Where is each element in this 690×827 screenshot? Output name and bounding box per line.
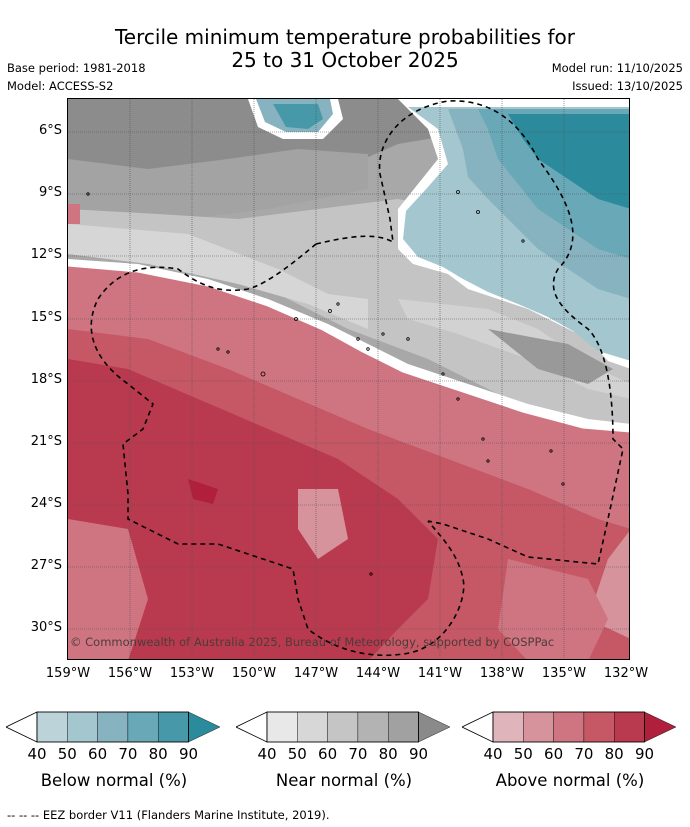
colorbar-tick: 90: [178, 745, 199, 763]
colorbar-label-above: Above normal (%): [495, 771, 645, 790]
colorbar-label-below: Below normal (%): [40, 771, 188, 790]
y-tick-label: 18°S: [30, 372, 62, 387]
x-tick-label: 138°W: [479, 666, 525, 681]
y-tick-label: 6°S: [38, 123, 62, 138]
colorbar-tick: 50: [287, 745, 307, 763]
base-period-text: Base period: 1981-2018: [7, 61, 146, 75]
colorbar-segment: [523, 711, 554, 743]
colorbar-segment: [188, 711, 221, 743]
colorbar-tick: 90: [634, 745, 655, 763]
y-tick-label: 12°S: [30, 247, 62, 262]
colorbar-segment: [297, 711, 328, 743]
map-canvas: [68, 99, 629, 659]
colorbar-segment: [553, 711, 585, 743]
x-tick-label: 135°W: [541, 666, 587, 681]
x-tick-label: 153°W: [169, 666, 215, 681]
x-tick-label: 132°W: [603, 666, 649, 681]
x-tick-label: 159°W: [45, 666, 91, 681]
colorbar-tick: 60: [318, 745, 338, 763]
colorbar-tick: 40: [483, 745, 503, 763]
x-tick-label: 141°W: [417, 666, 463, 681]
y-tick-label: 21°S: [30, 434, 62, 449]
probability-map[interactable]: © Commonwealth of Australia 2025, Bureau…: [67, 98, 630, 660]
model-text: Model: ACCESS-S2: [7, 79, 114, 93]
eez-footnote: -- -- -- EEZ border V11 (Flanders Marine…: [7, 808, 330, 822]
colorbar-segment: [327, 711, 359, 743]
colorbar-tick: 70: [348, 745, 368, 763]
colorbar-segment: [127, 711, 159, 743]
colorbar-segment: [387, 711, 419, 743]
y-tick-label: 15°S: [30, 310, 62, 325]
colorbar-below-svg: [6, 711, 221, 743]
colorbar-segment: [418, 711, 451, 743]
colorbar-tick: 40: [257, 745, 277, 763]
colorbar-segment: [583, 711, 615, 743]
x-tick-label: 147°W: [293, 666, 339, 681]
colorbar-tick: 80: [378, 745, 398, 763]
issued-text: Issued: 13/10/2025: [572, 79, 683, 93]
colorbar-tick: 80: [604, 745, 624, 763]
colorbar-segment: [266, 711, 298, 743]
x-tick-label: 150°W: [231, 666, 277, 681]
colorbar-tick: 70: [118, 745, 138, 763]
title-line-1: Tercile minimum temperature probabilitie…: [114, 25, 576, 49]
colorbar-tick: 40: [27, 745, 47, 763]
colorbar-segment: [613, 711, 645, 743]
colorbar-tick: 50: [57, 745, 77, 763]
colorbar-segment: [492, 711, 524, 743]
colorbar-tick: 70: [574, 745, 594, 763]
title-line-2: 25 to 31 October 2025: [231, 48, 459, 72]
y-tick-label: 24°S: [30, 496, 62, 511]
colorbar-tick: 80: [148, 745, 168, 763]
colorbar-segment: [157, 711, 189, 743]
copyright-credit: © Commonwealth of Australia 2025, Bureau…: [70, 635, 555, 649]
colorbar-tick: 60: [544, 745, 564, 763]
colorbar-segment: [644, 711, 677, 743]
y-tick-label: 27°S: [30, 558, 62, 573]
colorbar-tick: 90: [408, 745, 429, 763]
colorbar-segment: [97, 711, 129, 743]
colorbar-segment: [67, 711, 98, 743]
x-tick-label: 144°W: [355, 666, 401, 681]
colorbar-label-near: Near normal (%): [275, 771, 413, 790]
y-tick-label: 30°S: [30, 620, 62, 635]
x-tick-label: 156°W: [107, 666, 153, 681]
model-run-text: Model run: 11/10/2025: [551, 61, 683, 75]
y-tick-label: 9°S: [38, 185, 62, 200]
colorbar-segment: [36, 711, 68, 743]
colorbar-near-svg: [236, 711, 451, 743]
colorbar-tick: 60: [88, 745, 108, 763]
colorbar-segment: [357, 711, 389, 743]
colorbar-tick: 50: [513, 745, 533, 763]
colorbar-above-svg: [462, 711, 677, 743]
